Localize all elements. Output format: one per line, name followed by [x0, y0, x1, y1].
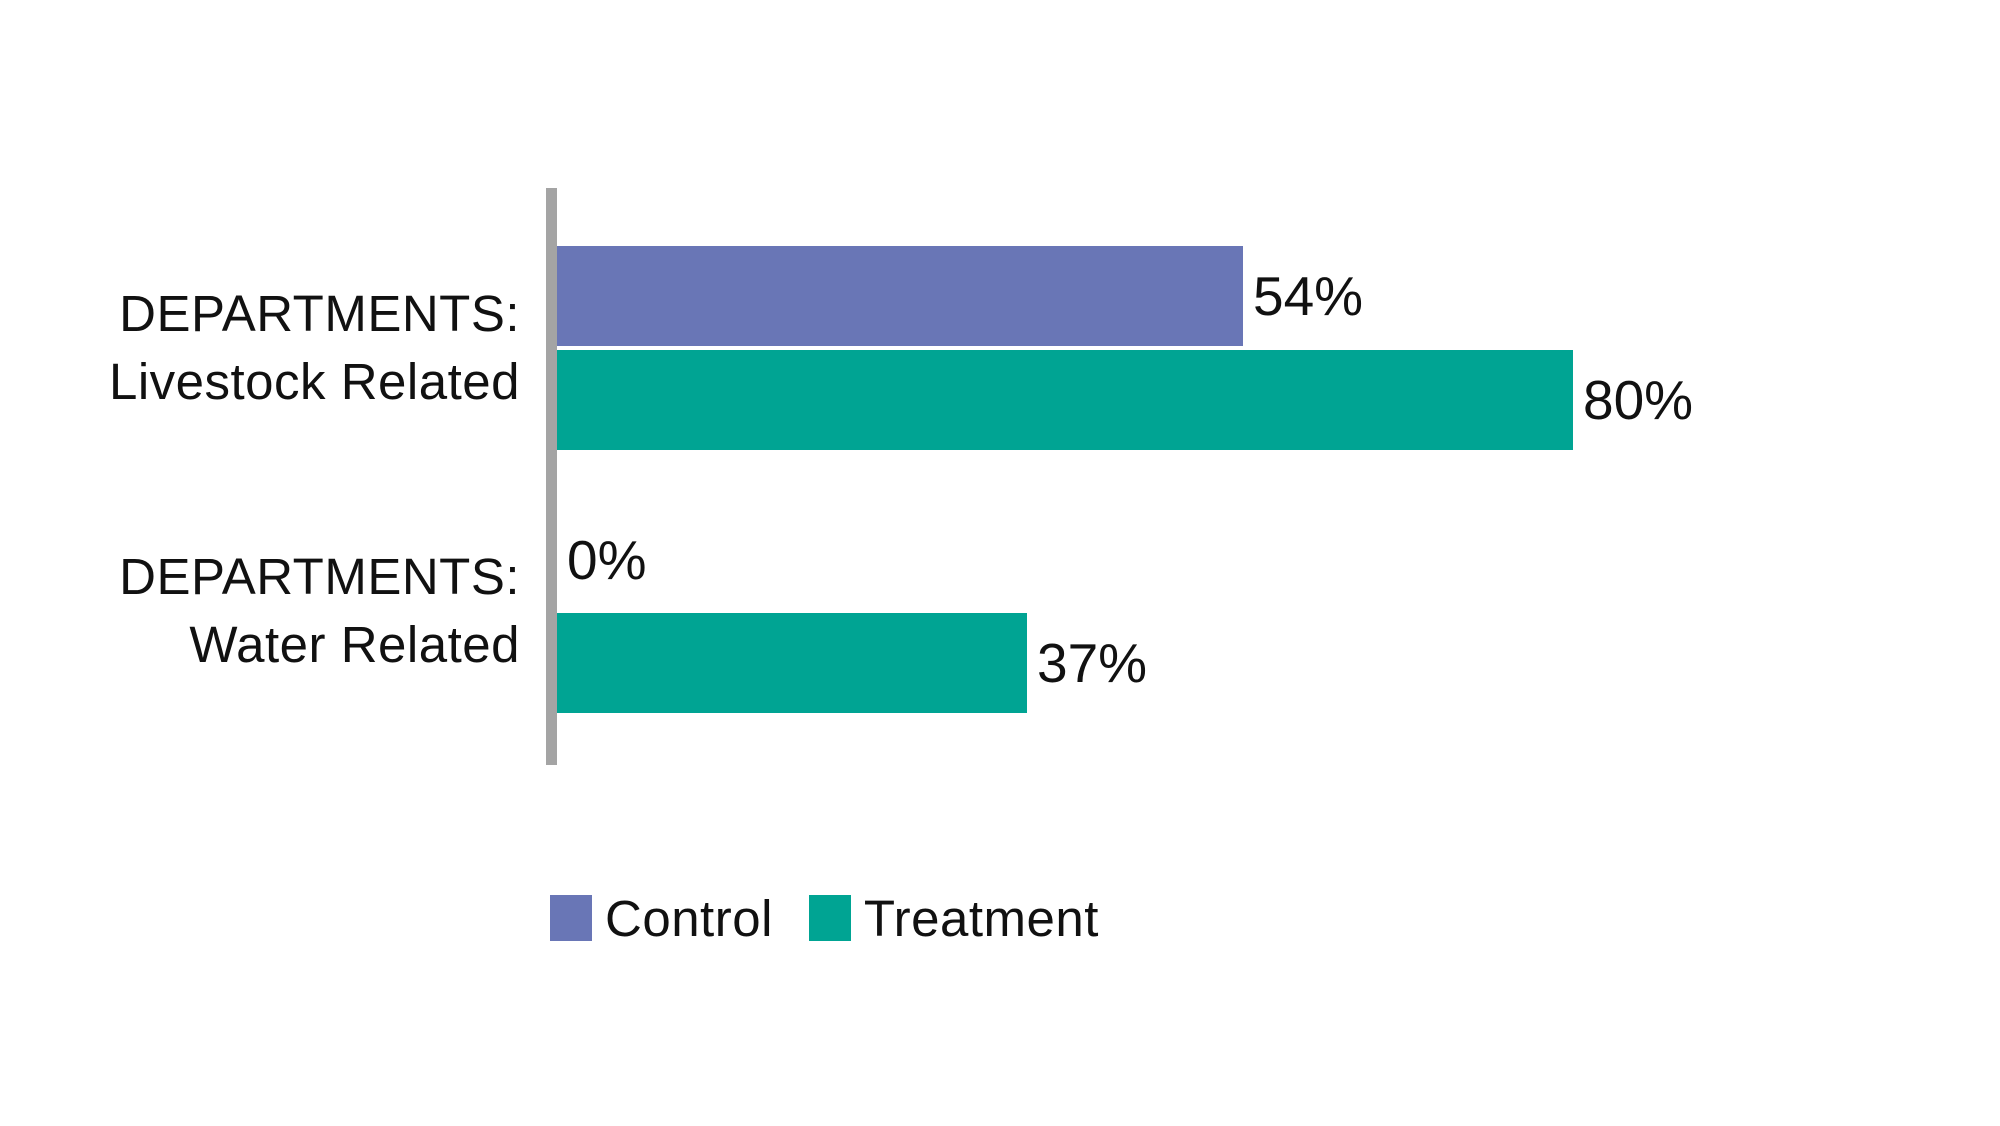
legend-swatch-control — [550, 895, 592, 941]
legend-item-control: Control — [550, 889, 773, 948]
category-label-water: DEPARTMENTS: Water Related — [0, 543, 520, 679]
category-label-water-line2: Water Related — [189, 616, 520, 673]
legend: Control Treatment — [550, 888, 1099, 948]
category-label-water-line1: DEPARTMENTS: — [119, 548, 520, 605]
bar-row-water-treatment: 37% — [557, 613, 1147, 713]
bar-water-treatment — [557, 613, 1027, 713]
value-label-water-control: 0% — [567, 529, 647, 591]
bar-row-livestock-control: 54% — [557, 246, 1363, 346]
value-label-livestock-control: 54% — [1253, 265, 1364, 327]
legend-label-treatment: Treatment — [863, 889, 1099, 947]
value-label-livestock-treatment: 80% — [1583, 369, 1694, 431]
value-label-water-treatment: 37% — [1037, 632, 1148, 694]
category-label-livestock-line2: Livestock Related — [108, 353, 520, 410]
legend-swatch-treatment — [808, 895, 851, 941]
legend-item-treatment: Treatment — [808, 889, 1099, 948]
category-label-livestock-line1: DEPARTMENTS: — [119, 285, 520, 342]
bar-livestock-control — [557, 246, 1243, 346]
bar-row-livestock-treatment: 80% — [557, 350, 1693, 450]
bar-row-water-control: 0% — [557, 510, 647, 610]
category-label-livestock: DEPARTMENTS: Livestock Related — [0, 280, 520, 416]
legend-label-control: Control — [605, 889, 773, 947]
bar-livestock-treatment — [557, 350, 1573, 450]
baseline-axis — [546, 188, 557, 765]
